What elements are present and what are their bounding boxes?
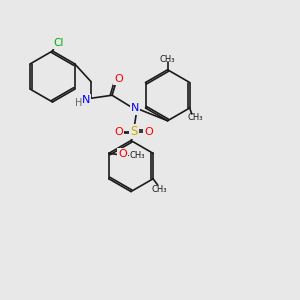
Text: CH₃: CH₃ <box>187 113 203 122</box>
Text: H: H <box>75 98 82 108</box>
Text: Cl: Cl <box>53 38 64 48</box>
Text: CH₃: CH₃ <box>130 151 146 160</box>
Text: N: N <box>82 95 90 105</box>
Text: CH₃: CH₃ <box>151 185 167 194</box>
Text: O: O <box>145 127 153 136</box>
Text: CH₃: CH₃ <box>160 55 175 64</box>
Text: S: S <box>130 125 138 138</box>
Text: N: N <box>131 103 140 113</box>
Text: O: O <box>118 149 127 159</box>
Text: O: O <box>115 74 123 84</box>
Text: O: O <box>114 127 123 136</box>
